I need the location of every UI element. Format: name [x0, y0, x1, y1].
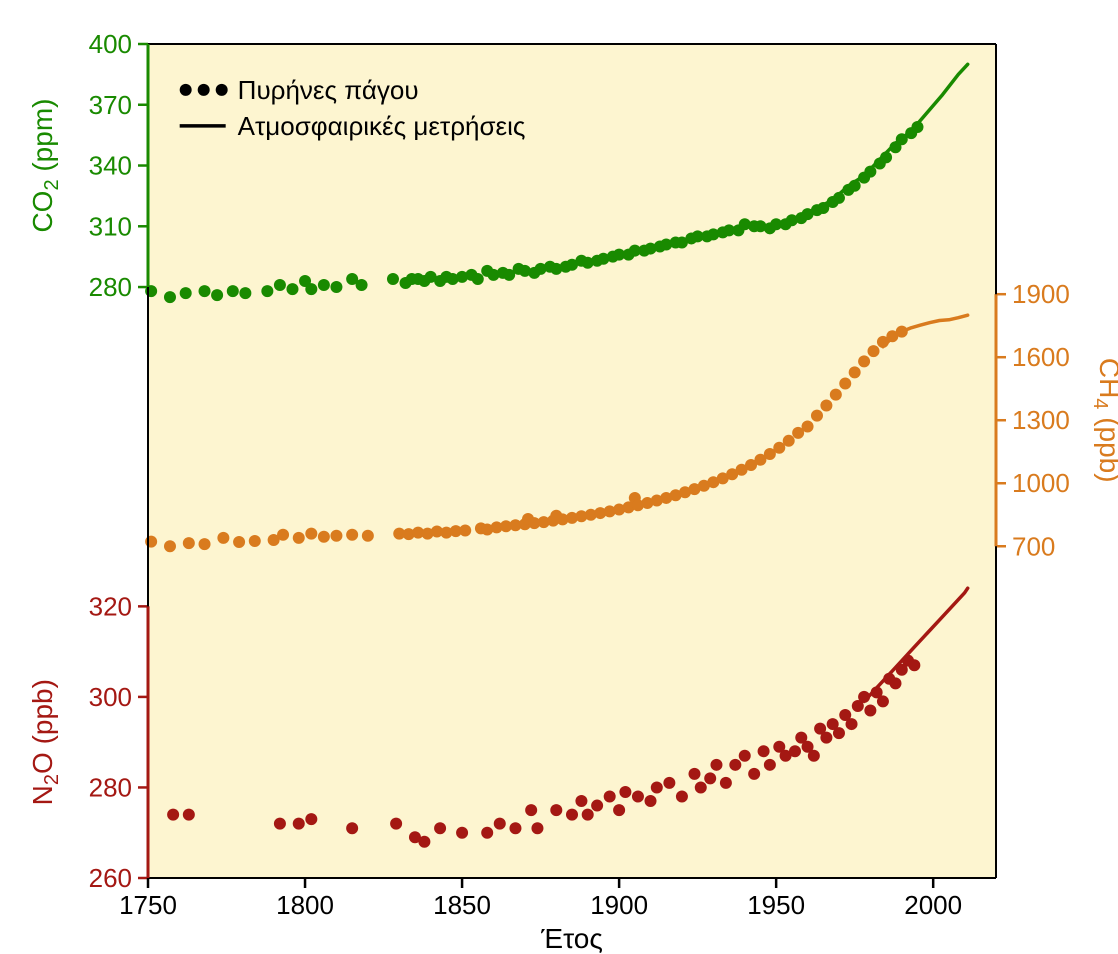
co2-tick-label: 400: [89, 29, 132, 59]
n2o-tick-label: 280: [89, 772, 132, 802]
ch4-tick-label: 1000: [1012, 468, 1070, 498]
ghg-chart: 280 310 340 370 400 CO2 (ppm) 700 1000 1300 1600 1…: [0, 0, 1118, 954]
n2o-tick-label: 320: [89, 591, 132, 621]
co2-axis-label: CO2 (ppm): [27, 99, 63, 233]
n2o-tick-label: 300: [89, 682, 132, 712]
n2o-axis-label: N2O (ppb): [27, 679, 63, 805]
x-tick-label: 1800: [276, 890, 334, 920]
chart-svg: 280 310 340 370 400 CO2 (ppm) 700 1000 1300 1600 1…: [0, 0, 1118, 954]
co2-tick-label: 370: [89, 90, 132, 120]
x-tick-label: 2000: [904, 890, 962, 920]
n2o-tick-label: 260: [89, 863, 132, 893]
ch4-tick-label: 700: [1012, 531, 1055, 561]
ch4-tick-label: 1900: [1012, 279, 1070, 309]
x-tick-label: 1850: [433, 890, 491, 920]
x-tick-label: 1950: [747, 890, 805, 920]
x-tick-label: 1750: [119, 890, 177, 920]
ch4-axis-label: CH4 (ppb): [1089, 358, 1118, 483]
legend-label: Ατμοσφαιρικές μετρήσεις: [238, 111, 526, 141]
co2-tick-label: 340: [89, 151, 132, 181]
x-axis-label: Έτος: [540, 923, 603, 954]
x-tick-label: 1900: [590, 890, 648, 920]
ch4-tick-label: 1300: [1012, 405, 1070, 435]
ch4-tick-label: 1600: [1012, 342, 1070, 372]
legend-label: Πυρήνες πάγου: [238, 75, 419, 105]
co2-tick-label: 280: [89, 272, 132, 302]
co2-tick-label: 310: [89, 211, 132, 241]
